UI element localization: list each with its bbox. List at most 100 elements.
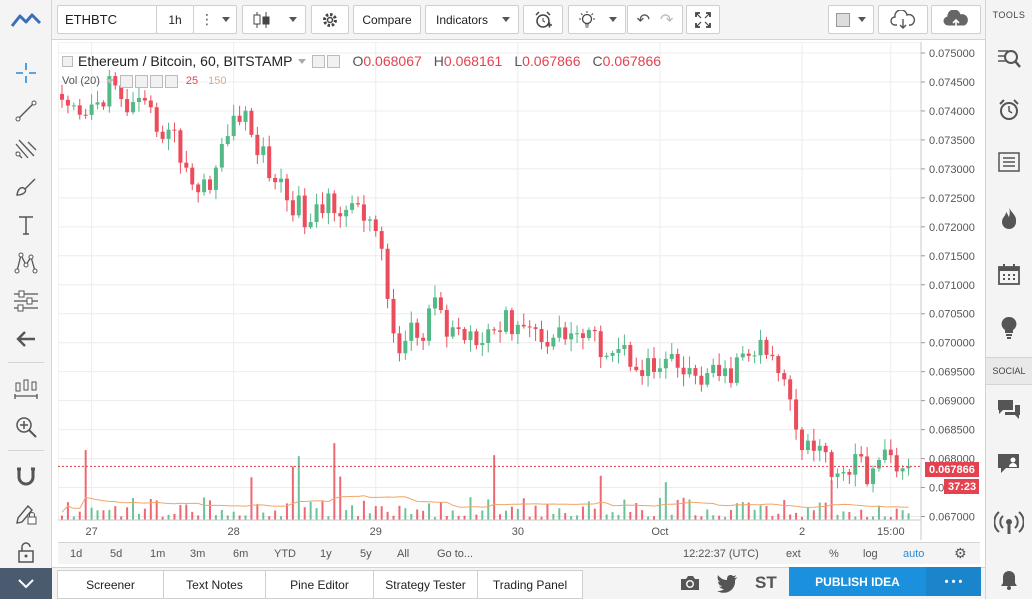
range-1d[interactable]: 1d: [70, 547, 83, 560]
candle-body: [296, 195, 301, 216]
volume-bar: [297, 456, 300, 520]
crosshair-tool[interactable]: [0, 54, 52, 92]
alert-button[interactable]: [523, 5, 563, 34]
candle-body: [462, 328, 467, 341]
range-5d[interactable]: 5d: [110, 547, 123, 560]
fib-tools-icon: [14, 290, 38, 312]
range-1m[interactable]: 1m: [150, 547, 166, 560]
candle-body: [208, 179, 212, 190]
streams-button[interactable]: [986, 502, 1032, 542]
candle-body: [663, 358, 668, 369]
compare-button[interactable]: Compare: [353, 5, 421, 34]
stocktwits-icon[interactable]: ST: [755, 573, 777, 592]
candle-body: [391, 298, 396, 334]
chats-button[interactable]: [986, 390, 1032, 430]
gear-icon[interactable]: [327, 54, 341, 68]
camera-icon[interactable]: [679, 574, 701, 592]
alarm-clock-icon: [999, 99, 1019, 120]
tab-screener[interactable]: Screener: [57, 570, 164, 599]
gear-icon[interactable]: ⚙: [954, 545, 967, 561]
volume-bar: [907, 513, 910, 520]
chevron-down-icon[interactable]: [298, 58, 307, 64]
candle-body: [894, 455, 899, 472]
tab-trading-panel[interactable]: Trading Panel: [477, 570, 583, 599]
publish-idea-button[interactable]: PUBLISH IDEA • • •: [789, 567, 981, 596]
publish-more-button[interactable]: • • •: [926, 567, 981, 596]
measure-tool[interactable]: [0, 370, 52, 408]
range-3m[interactable]: 3m: [190, 547, 206, 560]
save-layout-button[interactable]: [931, 5, 981, 34]
trend-line-tool[interactable]: [0, 92, 52, 130]
volume-bar: [812, 510, 815, 520]
magnet-tool[interactable]: [0, 457, 52, 495]
prediction-tool[interactable]: [0, 282, 52, 320]
chart-style-button[interactable]: [242, 5, 306, 34]
time-axis[interactable]: 27 28 29 30 Oct 2 15:00: [58, 519, 921, 538]
volume-bar: [587, 501, 590, 520]
volume-bar: [765, 506, 768, 520]
gear-icon[interactable]: [134, 74, 148, 88]
goto-button[interactable]: Go to...: [437, 547, 474, 560]
collapse-legend-icon[interactable]: [62, 55, 73, 67]
symbol-input[interactable]: ETHBTC: [57, 5, 157, 34]
auto-button[interactable]: auto: [903, 547, 925, 560]
redo-icon[interactable]: ↷: [660, 11, 674, 29]
eye-icon[interactable]: [119, 74, 133, 88]
range-all[interactable]: All: [397, 547, 410, 560]
calendar-button[interactable]: [986, 254, 1032, 294]
close-icon[interactable]: [164, 74, 178, 88]
eye-icon[interactable]: [312, 54, 326, 68]
lock-drawings-tool[interactable]: [0, 533, 52, 571]
hotlists-button[interactable]: [986, 198, 1032, 238]
twitter-icon[interactable]: [716, 573, 738, 593]
notifications-button[interactable]: [986, 560, 1032, 600]
range-5y[interactable]: 5y: [360, 547, 372, 560]
private-chats-button[interactable]: [986, 444, 1032, 484]
indicators-button[interactable]: Indicators: [425, 5, 519, 34]
ext-button[interactable]: ext: [786, 547, 801, 560]
volume-bar: [191, 511, 194, 520]
fullscreen-button[interactable]: [686, 5, 720, 34]
undo-icon[interactable]: ↶: [636, 11, 650, 29]
candle-body: [829, 452, 834, 477]
interval-dropdown[interactable]: ⋮: [193, 5, 237, 34]
range-6m[interactable]: 6m: [233, 547, 249, 560]
log-button[interactable]: log: [863, 547, 878, 560]
pitchfork-tool[interactable]: [0, 130, 52, 168]
text-tool[interactable]: [0, 206, 52, 244]
range-1y[interactable]: 1y: [320, 547, 332, 560]
candle-body: [646, 358, 651, 376]
tab-pine-editor[interactable]: Pine Editor: [265, 570, 374, 599]
tab-text-notes[interactable]: Text Notes: [163, 570, 266, 599]
add-icon[interactable]: [149, 74, 163, 88]
tab-strategy-tester[interactable]: Strategy Tester: [373, 570, 478, 599]
pattern-tool[interactable]: [0, 244, 52, 282]
ideas-stream-button[interactable]: [986, 308, 1032, 348]
replay-button[interactable]: [568, 5, 626, 34]
alerts-button[interactable]: [986, 90, 1032, 130]
broadcast-icon: [994, 511, 1024, 534]
candle-body: [326, 193, 331, 214]
price-tick-label: 0.074000: [929, 106, 975, 118]
layout-button[interactable]: [828, 5, 874, 34]
range-ytd[interactable]: YTD: [274, 547, 296, 560]
price-chart[interactable]: 0.075000 0.074500 0.074000 0.073500 0.073000…: [58, 42, 980, 540]
stay-in-drawing-mode-tool[interactable]: [0, 495, 52, 533]
percent-button[interactable]: %: [829, 547, 839, 560]
expand-toolbar-button[interactable]: [0, 568, 52, 599]
candle-body: [865, 456, 870, 485]
collapse-toolbar-button[interactable]: [0, 320, 52, 358]
volume-bar: [552, 513, 555, 520]
volume-bar: [854, 516, 857, 520]
tradingview-logo[interactable]: [0, 0, 52, 40]
chevron-down-icon[interactable]: [105, 78, 114, 84]
data-window-button[interactable]: [986, 142, 1032, 182]
volume-bar: [445, 516, 448, 520]
load-layout-button[interactable]: [878, 5, 928, 34]
watchlist-button[interactable]: [986, 38, 1032, 78]
brush-tool[interactable]: [0, 168, 52, 206]
zoom-in-tool[interactable]: [0, 408, 52, 446]
interval-button[interactable]: 1h: [156, 5, 194, 34]
settings-button[interactable]: [311, 5, 349, 34]
volume-bar: [510, 506, 513, 520]
